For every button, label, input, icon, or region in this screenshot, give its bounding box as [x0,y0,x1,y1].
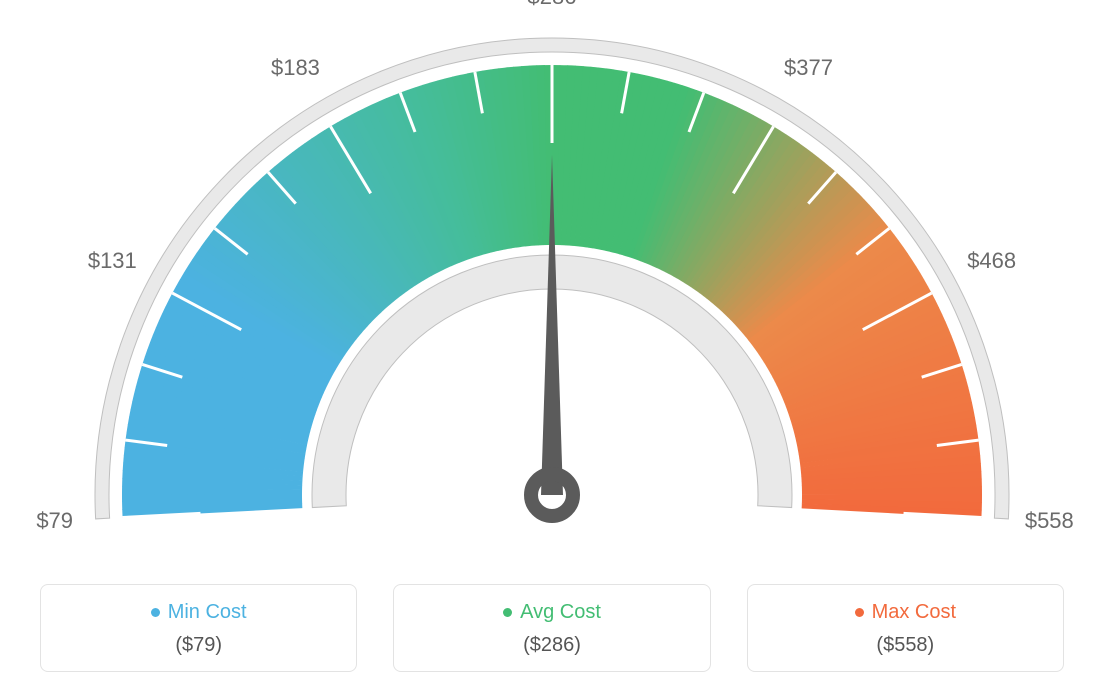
legend-value-max: ($558) [748,634,1063,657]
legend-title-min: Min Cost [151,601,247,624]
dot-icon [151,608,160,617]
legend-value-min: ($79) [41,634,356,657]
gauge-tick-label: $131 [88,248,137,274]
gauge-svg [0,0,1104,560]
legend-value-avg: ($286) [394,634,709,657]
legend-title-text: Min Cost [168,601,247,624]
legend-title-text: Avg Cost [520,601,601,624]
gauge-tick-label: $377 [784,55,833,81]
legend-card-max: Max Cost ($558) [747,584,1064,672]
dot-icon [855,608,864,617]
gauge-chart: $79 $131 $183 $286 $377 $468 $558 [0,0,1104,560]
legend-title-max: Max Cost [855,601,956,624]
gauge-tick-label: $286 [528,0,577,10]
gauge-tick-label: $79 [36,508,73,534]
gauge-tick-label: $468 [967,248,1016,274]
legend-card-min: Min Cost ($79) [40,584,357,672]
dot-icon [503,608,512,617]
legend-title-text: Max Cost [872,601,956,624]
gauge-tick-label: $183 [271,55,320,81]
legend-card-avg: Avg Cost ($286) [393,584,710,672]
gauge-tick-label: $558 [1025,508,1074,534]
legend-title-avg: Avg Cost [503,601,601,624]
legend-row: Min Cost ($79) Avg Cost ($286) Max Cost … [0,584,1104,672]
